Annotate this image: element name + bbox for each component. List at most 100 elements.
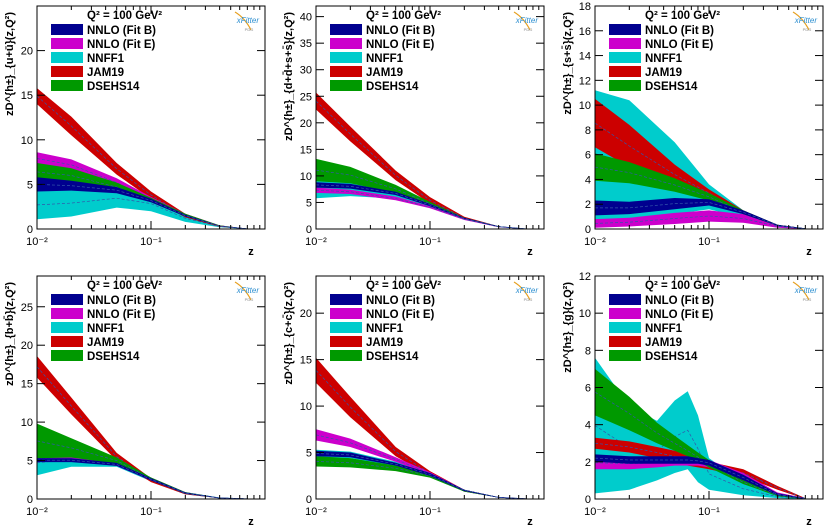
legend-label: JAM19 [366, 67, 403, 79]
legend-swatch [330, 66, 362, 77]
legend-label: JAM19 [366, 337, 403, 349]
band-jam19 [316, 92, 527, 229]
legend-label: NNFF1 [366, 53, 404, 65]
y-tick-label: 0 [585, 494, 591, 506]
y-tick-label: 5 [27, 179, 33, 191]
xfitter-logo: xFitter PDG [234, 11, 260, 32]
y-tick-label: 35 [300, 38, 312, 50]
x-axis-label: z [527, 516, 533, 528]
y-tick-label: 5 [27, 456, 33, 468]
x-tick-label: 10⁻² [584, 506, 606, 518]
central-jam19 [37, 366, 248, 499]
legend-label: NNFF1 [87, 53, 125, 65]
y-axis-label: zD^{h±}_{s+s̄}(z,Q²) [562, 12, 574, 115]
x-tick-label: 10⁻¹ [140, 236, 162, 248]
y-tick-label: 15 [21, 90, 33, 102]
panel-4: 0 5 10 15 20 25 10⁻² 10⁻¹ z zD^{h±}_{b+b̄}(z,Q²) Q… [4, 275, 266, 528]
panel-1: 0 5 10 15 20 10⁻² 10⁻¹ z zD^{h±}_{u+ū}(z,Q²) Q² =… [4, 5, 266, 258]
band-nnlo-fit-b- [595, 198, 806, 229]
logo-subtext: PDG [524, 27, 533, 32]
legend-swatch [330, 336, 362, 347]
y-tick-label: 10 [21, 417, 33, 429]
xfitter-logo: xFitter PDG [234, 281, 259, 302]
band-jam19 [595, 98, 806, 229]
legend-label: DSEHS14 [645, 81, 698, 93]
legend-label: NNLO (Fit E) [366, 309, 435, 321]
x-tick-label: 10⁻² [305, 506, 327, 518]
plot-area [316, 357, 527, 499]
legend-swatch [330, 24, 362, 35]
y-tick-label: 6 [585, 383, 591, 395]
x-axis-label: z [527, 246, 533, 258]
y-tick-label: 4 [585, 420, 591, 432]
logo-subtext: PDG [803, 27, 812, 32]
band-nnlo-fit-b- [316, 182, 527, 229]
band-nnlo-fit-b- [37, 177, 248, 229]
legend-label: NNFF1 [366, 323, 404, 335]
plot-area [37, 88, 248, 229]
legend-label: NNLO (Fit E) [645, 309, 714, 321]
legend-label: NNLO (Fit B) [645, 25, 714, 37]
xfitter-logo: xFitter PDG [792, 11, 818, 32]
x-axis-label: z [248, 516, 254, 528]
y-tick-label: 0 [27, 494, 33, 506]
legend-label: NNFF1 [645, 323, 683, 335]
y-tick-label: 18 [579, 1, 591, 13]
legend-swatch [330, 294, 362, 305]
legend-label: NNLO (Fit B) [366, 295, 435, 307]
q2-label: Q² = 100 GeV² [645, 280, 720, 292]
legend-swatch [51, 336, 83, 347]
band-nnlo-fit-e- [316, 429, 527, 499]
logo-swoosh-icon [513, 11, 531, 31]
plot-area [595, 90, 806, 229]
y-tick-label: 10 [579, 100, 591, 112]
central-nnlo-fit-b- [37, 184, 248, 229]
xfitter-logo: xFitter PDG [513, 11, 538, 32]
band-nnlo-fit-e- [595, 210, 806, 229]
logo-text: xFitter [794, 16, 818, 25]
logo-text: xFitter [236, 16, 260, 25]
logo-swoosh-icon [234, 11, 252, 31]
y-tick-label: 10 [300, 171, 312, 183]
y-tick-label: 0 [585, 224, 591, 236]
central-jam19 [316, 100, 527, 229]
y-tick-label: 12 [579, 271, 591, 283]
band-nnlo-fit-e- [316, 187, 527, 229]
legend-swatch [609, 336, 641, 347]
logo-text: xFitter [515, 286, 539, 295]
legend-label: NNLO (Fit B) [645, 295, 714, 307]
x-tick-label: 10⁻¹ [698, 506, 720, 518]
panel-5: 0 5 10 15 20 10⁻² 10⁻¹ z zD^{h±}_{c+c̄}(z,Q²) Q² … [283, 275, 545, 528]
legend-label: NNLO (Fit E) [87, 39, 156, 51]
x-axis-label: z [248, 246, 254, 258]
legend-label: DSEHS14 [87, 81, 140, 93]
x-tick-label: 10⁻¹ [698, 236, 720, 248]
logo-swoosh-icon [792, 11, 810, 31]
legend-swatch [609, 24, 641, 35]
legend-label: NNLO (Fit E) [87, 309, 156, 321]
legend-swatch [609, 350, 641, 361]
q2-label: Q² = 100 GeV² [87, 280, 162, 292]
legend-swatch [51, 294, 83, 305]
legend-swatch [330, 80, 362, 91]
central-jam19 [595, 122, 806, 229]
band-dsehs14 [316, 456, 527, 499]
legend-swatch [51, 80, 83, 91]
y-tick-label: 12 [579, 75, 591, 87]
band-dsehs14 [595, 153, 806, 229]
panel-2: 0 5 10 15 20 25 30 35 40 10⁻² 10⁻¹ z zD^{h±}_{d+d̄+s… [283, 5, 545, 258]
q2-label: Q² = 100 GeV² [366, 10, 441, 22]
legend-swatch [330, 52, 362, 63]
y-axis-label: zD^{h±}_{d+d̄+s+s̄}(z,Q²) [283, 12, 295, 141]
y-tick-label: 8 [585, 125, 591, 137]
y-tick-label: 14 [579, 51, 591, 63]
legend-swatch [609, 66, 641, 77]
legend-swatch [51, 24, 83, 35]
q2-label: Q² = 100 GeV² [645, 10, 720, 22]
y-tick-label: 16 [579, 26, 591, 38]
legend-label: JAM19 [645, 67, 682, 79]
logo-subtext: PDG [245, 27, 254, 32]
x-tick-label: 10⁻² [26, 506, 48, 518]
legend-label: NNLO (Fit B) [366, 25, 435, 37]
central-nnff1 [595, 425, 806, 499]
